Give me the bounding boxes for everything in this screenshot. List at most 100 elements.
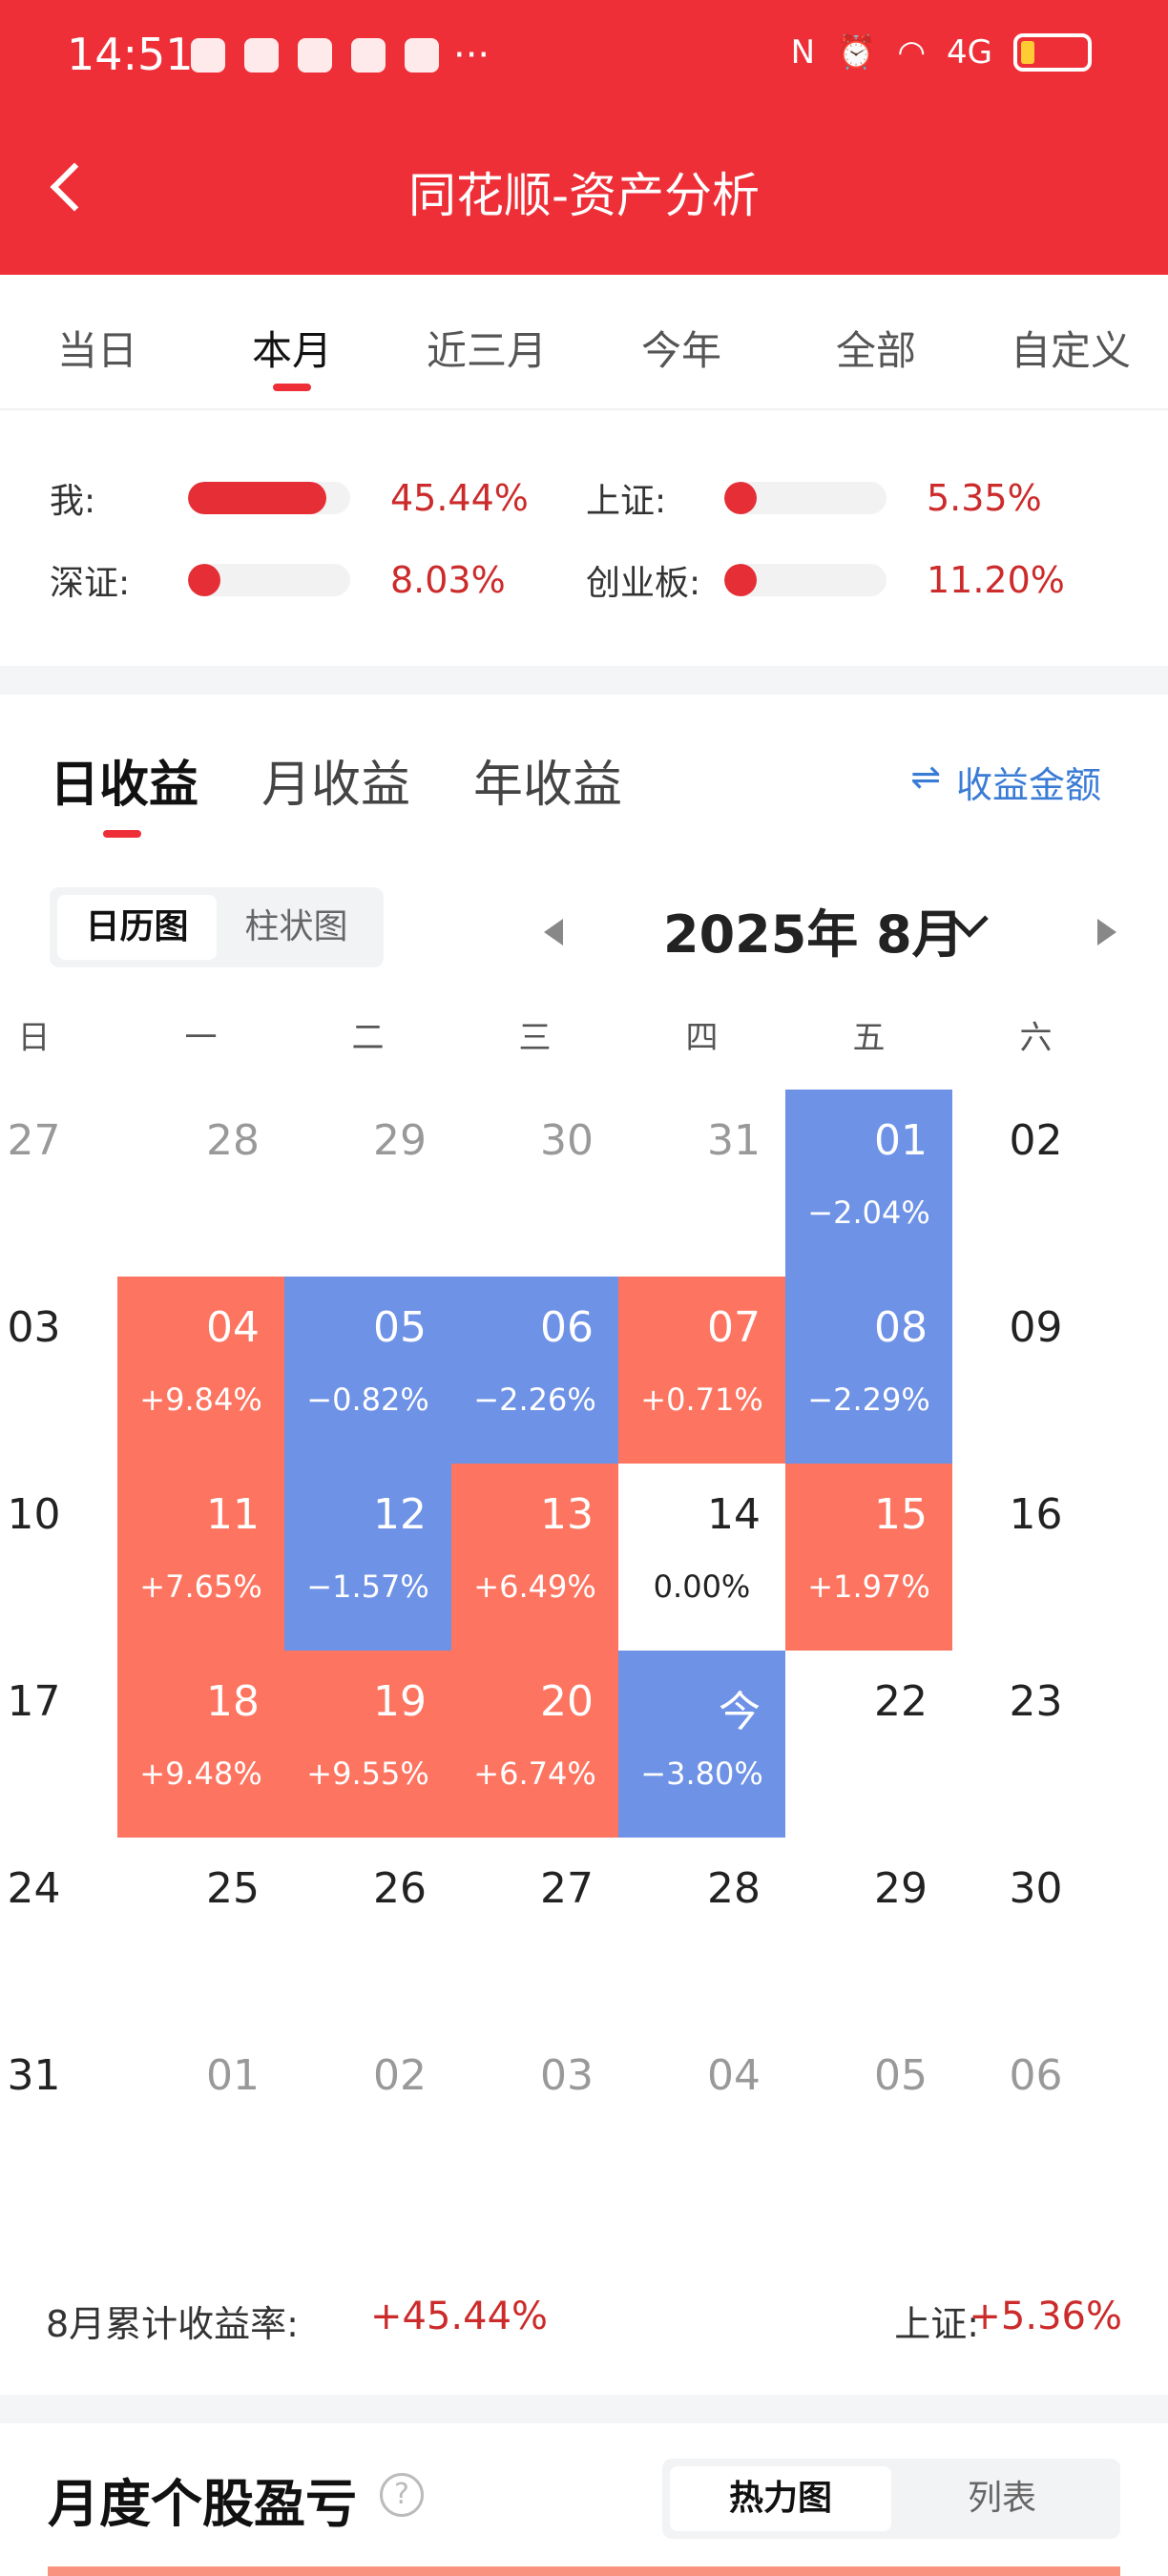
comparison-value: 11.20% — [927, 559, 1065, 601]
period-tabs: 当日 本月 近三月 今年 全部 自定义 — [0, 275, 1168, 410]
day-return: +6.74% — [473, 1755, 596, 1792]
tab-period[interactable]: 今年 — [640, 327, 721, 374]
calendar-day[interactable]: 29 — [284, 1090, 451, 1277]
day-return: +9.84% — [139, 1381, 262, 1418]
section-divider — [0, 666, 1168, 695]
calendar-day[interactable]: 20 +6.74% — [451, 1651, 618, 1838]
month-navigator: 2025年 8月 — [534, 892, 1126, 968]
calendar-day[interactable]: 05 −0.82% — [284, 1277, 451, 1464]
day-return: −3.80% — [640, 1755, 763, 1792]
day-number: 09 — [1009, 1303, 1063, 1352]
signal-icon: 4G — [947, 33, 992, 72]
calendar-day[interactable]: 14 0.00% — [618, 1464, 785, 1651]
day-number: 11 — [206, 1490, 260, 1539]
help-icon[interactable]: ? — [380, 2473, 424, 2517]
calendar-day[interactable]: 06 −2.26% — [451, 1277, 618, 1464]
calendar-day[interactable]: 07 +0.71% — [618, 1277, 785, 1464]
wifi-icon: ◠ — [897, 33, 927, 72]
day-number: 03 — [540, 2051, 594, 2100]
calendar-day[interactable]: 今 −3.80% — [618, 1651, 785, 1838]
day-number: 23 — [1009, 1677, 1063, 1726]
next-month-icon[interactable] — [1097, 919, 1116, 945]
weekday-label: 日 — [17, 1019, 51, 1057]
day-number: 03 — [7, 1303, 61, 1352]
calendar-day[interactable]: 09 — [952, 1277, 1119, 1464]
day-number: 10 — [7, 1490, 61, 1539]
calendar-day[interactable]: 02 — [952, 1090, 1119, 1277]
tab-monthly-income[interactable]: 月收益 — [261, 757, 411, 814]
tab-period[interactable]: 自定义 — [1010, 327, 1131, 374]
calendar-day[interactable]: 19 +9.55% — [284, 1651, 451, 1838]
day-number: 22 — [874, 1677, 928, 1726]
calendar-day[interactable]: 03 — [451, 2025, 618, 2212]
day-number: 今 — [719, 1688, 761, 1736]
prev-month-icon[interactable] — [544, 919, 563, 945]
calendar-day[interactable]: 03 — [0, 1277, 117, 1464]
calendar-day[interactable]: 28 — [117, 1090, 284, 1277]
income-amount-toggle[interactable]: ⇌ 收益金额 — [910, 756, 1101, 808]
calendar-day[interactable]: 05 — [785, 2025, 952, 2212]
tab-period[interactable]: 近三月 — [426, 327, 547, 374]
calendar-day[interactable]: 23 — [952, 1651, 1119, 1838]
calendar-day[interactable]: 29 — [785, 1838, 952, 2025]
calendar-day[interactable]: 16 — [952, 1464, 1119, 1651]
calendar-day[interactable]: 15 +1.97% — [785, 1464, 952, 1651]
calendar-day[interactable]: 13 +6.49% — [451, 1464, 618, 1651]
comparison-fill — [724, 482, 757, 514]
calendar-day[interactable]: 02 — [284, 2025, 451, 2212]
app-header: 14:51 ··· N ⏰ ◠ 4G 同花顺-资产分析 — [0, 0, 1168, 275]
month-return-label: 8月累计收益率: — [46, 2303, 299, 2345]
calendar-day[interactable]: 24 — [0, 1838, 117, 2025]
calendar-day[interactable]: 27 — [0, 1090, 117, 1277]
calendar-day[interactable]: 10 — [0, 1464, 117, 1651]
index-return-label: 上证: — [894, 2303, 979, 2345]
heatmap-button[interactable]: 热力图 — [670, 2466, 891, 2531]
day-number: 07 — [707, 1303, 761, 1352]
calendar-day[interactable]: 04 — [618, 2025, 785, 2212]
calendar-day[interactable]: 11 +7.65% — [117, 1464, 284, 1651]
comparison-value: 5.35% — [927, 477, 1042, 519]
tab-period[interactable]: 本月 — [195, 275, 389, 408]
calendar-day[interactable]: 30 — [451, 1090, 618, 1277]
calendar-view-button[interactable]: 日历图 — [57, 895, 217, 960]
tab-period[interactable]: 全部 — [835, 327, 916, 374]
calendar-day[interactable]: 31 — [618, 1090, 785, 1277]
tab-period[interactable]: 当日 — [56, 327, 137, 374]
calendar-day[interactable]: 01 — [117, 2025, 284, 2212]
app-notification-icon — [191, 38, 225, 73]
app-notification-icon — [405, 38, 439, 73]
income-tabs: 日收益 月收益 年收益 — [50, 744, 623, 838]
comparison-row-sz: 深证: 8.03% — [50, 555, 506, 605]
calendar-day[interactable]: 26 — [284, 1838, 451, 2025]
day-number: 04 — [707, 2051, 761, 2100]
calendar-day[interactable]: 17 — [0, 1651, 117, 1838]
calendar-day[interactable]: 01 −2.04% — [785, 1090, 952, 1277]
return-comparison: 我: 45.44% 上证: 5.35% 深证: 8.03% 创业板: 11.20… — [0, 410, 1168, 666]
comparison-label: 我: — [50, 482, 96, 521]
income-amount-label: 收益金额 — [955, 764, 1101, 806]
bar-view-button[interactable]: 柱状图 — [244, 907, 348, 946]
app-notification-icon — [298, 38, 332, 73]
comparison-bar — [724, 482, 886, 514]
calendar-day[interactable]: 31 — [0, 2025, 117, 2212]
app-notification-icon — [244, 38, 279, 73]
calendar-day[interactable]: 06 — [952, 2025, 1119, 2212]
calendar-day[interactable]: 18 +9.48% — [117, 1651, 284, 1838]
calendar-day[interactable]: 30 — [952, 1838, 1119, 2025]
day-return: −2.29% — [807, 1381, 930, 1418]
tab-daily-income[interactable]: 日收益 — [50, 744, 198, 838]
day-return: +0.71% — [640, 1381, 763, 1418]
calendar-day[interactable]: 25 — [117, 1838, 284, 2025]
calendar-day[interactable]: 04 +9.84% — [117, 1277, 284, 1464]
calendar-day[interactable]: 12 −1.57% — [284, 1464, 451, 1651]
list-button[interactable]: 列表 — [967, 2479, 1036, 2518]
calendar-day[interactable]: 08 −2.29% — [785, 1277, 952, 1464]
calendar-day[interactable]: 28 — [618, 1838, 785, 2025]
weekday-label: 五 — [852, 1019, 886, 1057]
calendar-day[interactable]: 22 — [785, 1651, 952, 1838]
day-return: +9.48% — [139, 1755, 262, 1792]
month-label[interactable]: 2025年 8月 — [663, 904, 964, 965]
stock-view-switch: 热力图 列表 — [662, 2459, 1120, 2539]
tab-yearly-income[interactable]: 年收益 — [473, 757, 623, 814]
calendar-day[interactable]: 27 — [451, 1838, 618, 2025]
